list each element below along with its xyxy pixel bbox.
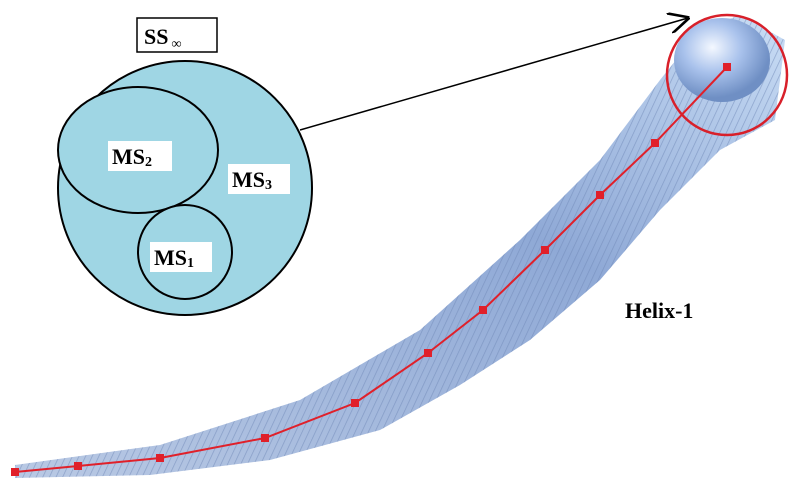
diagram: SS∞ MS2 MS3 MS1 Helix-1	[0, 0, 792, 483]
arrow	[300, 18, 688, 130]
helix-label: Helix-1	[625, 298, 693, 323]
